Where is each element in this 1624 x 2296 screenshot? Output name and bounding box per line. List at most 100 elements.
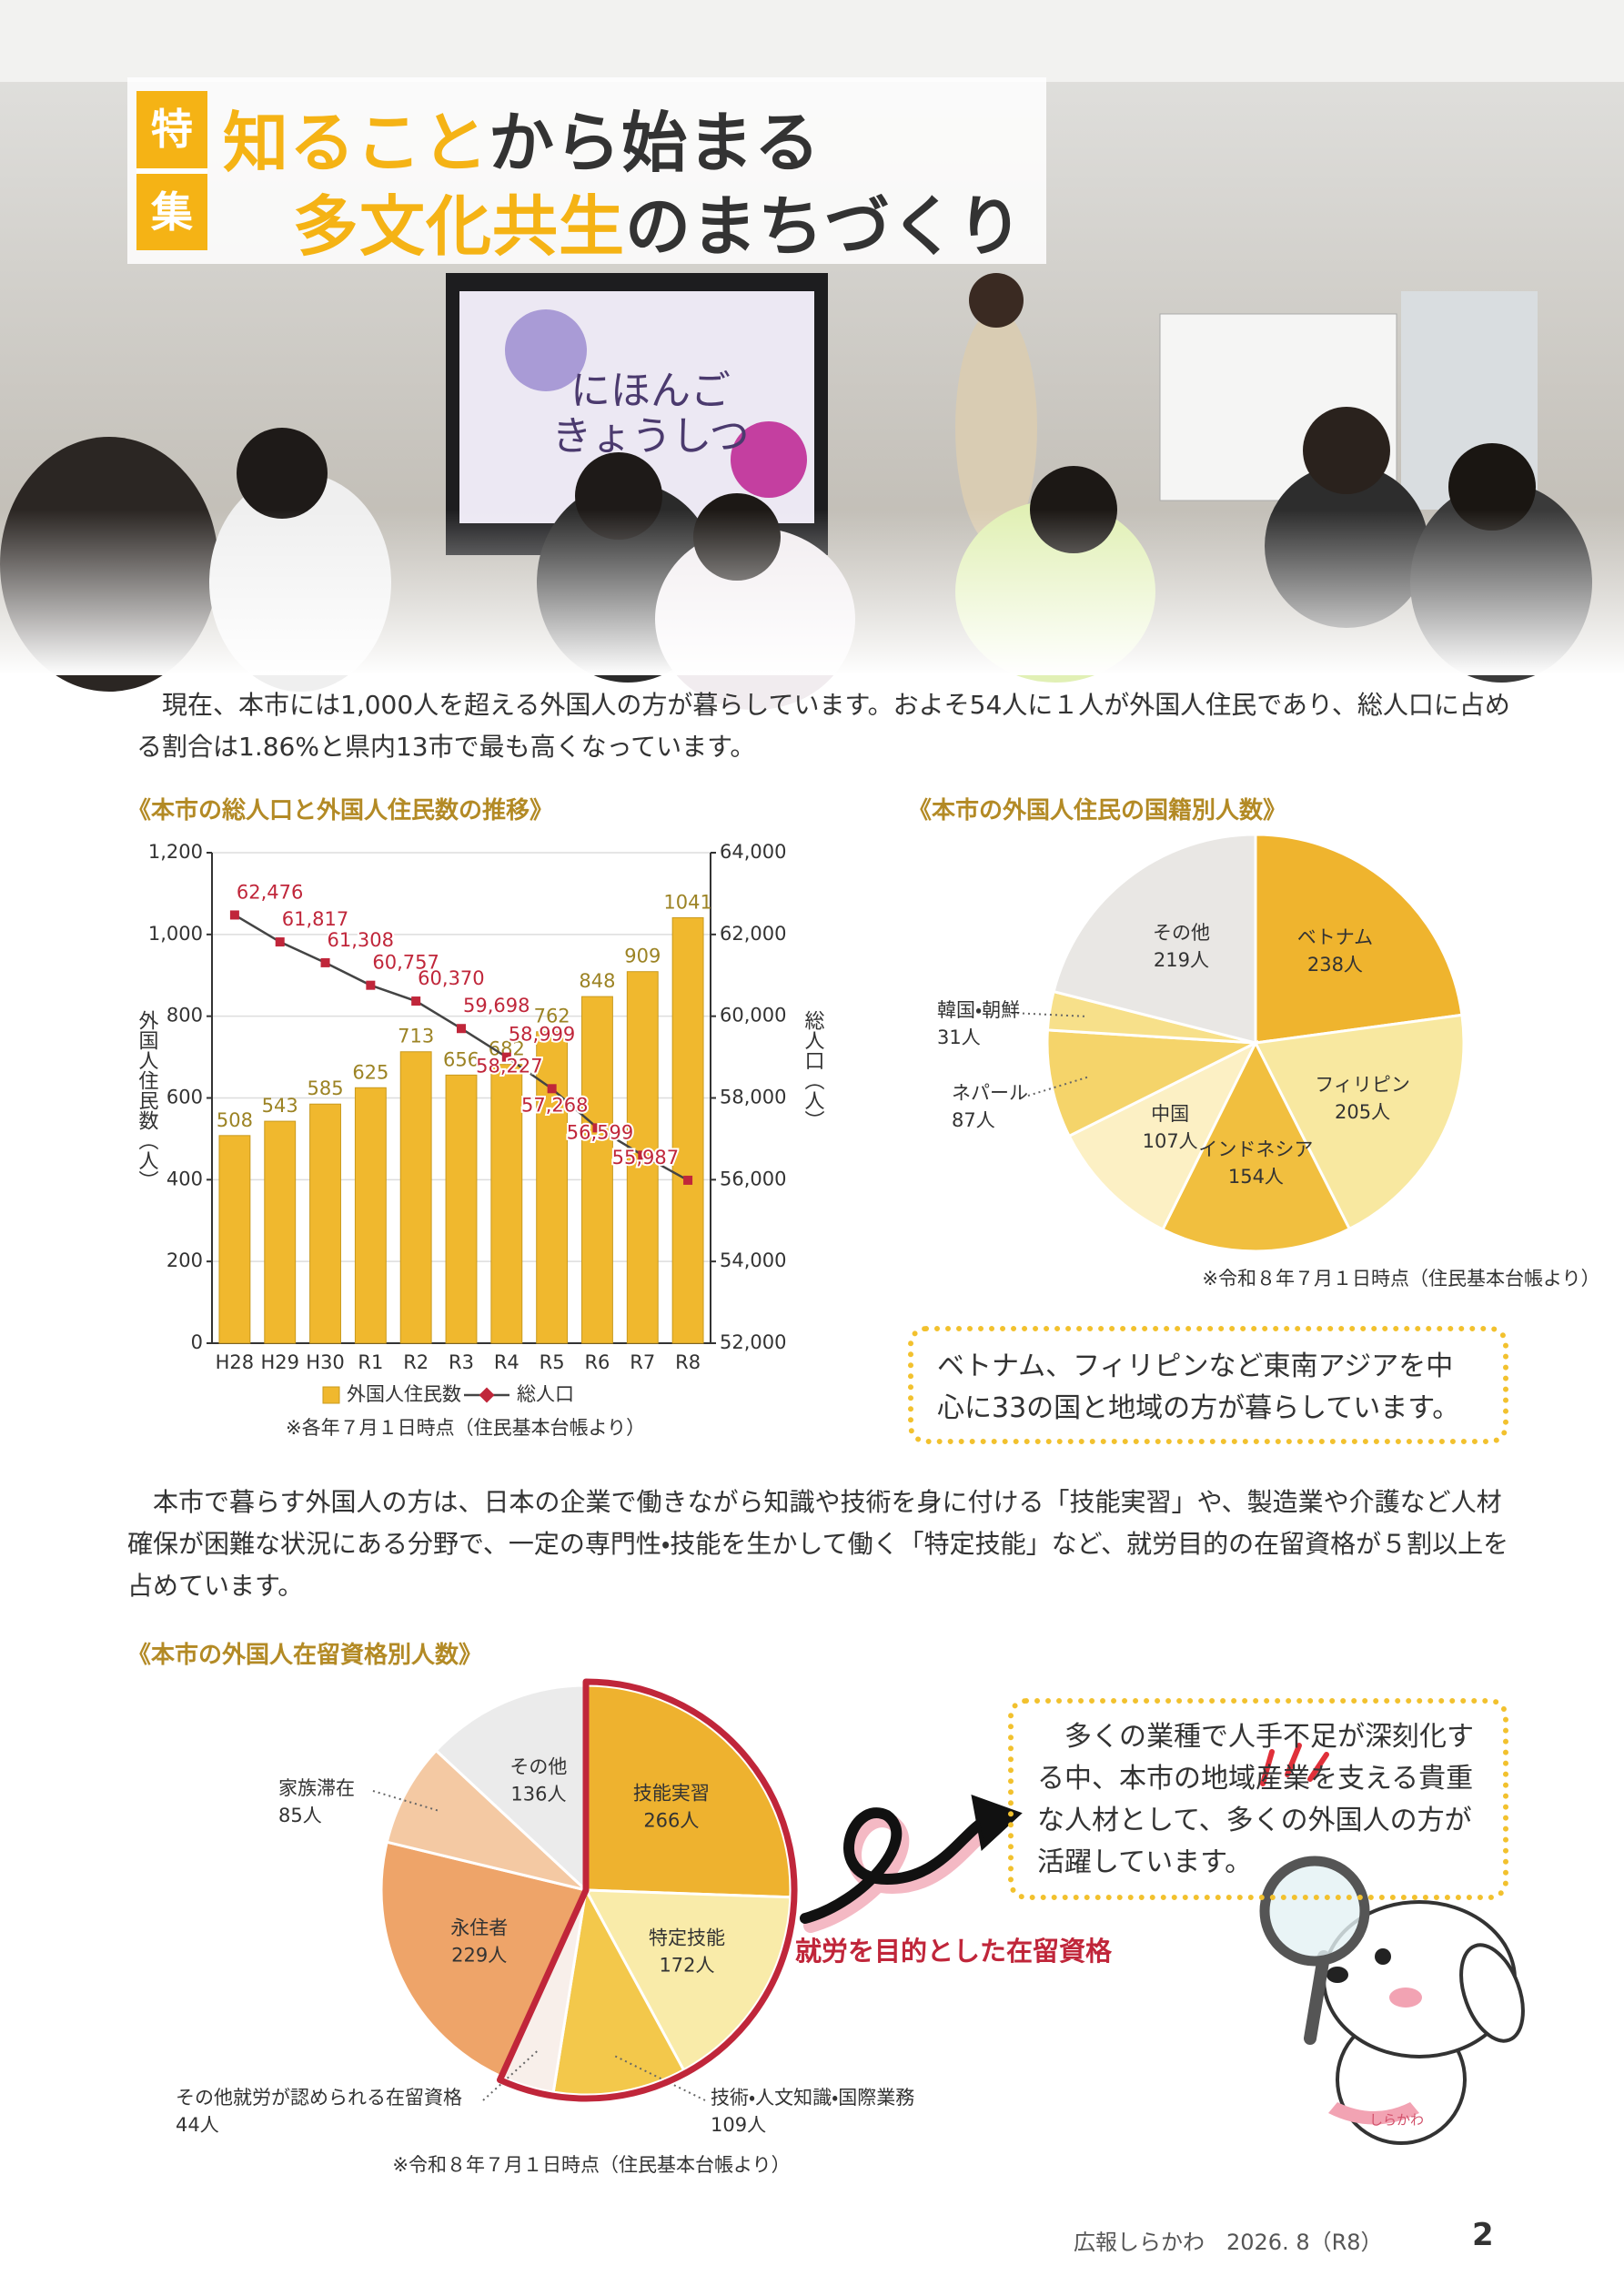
- x-tick-label: R5: [540, 1351, 565, 1373]
- page-number: 2: [1472, 2217, 1494, 2253]
- section-title: 《本市の外国人住民の国籍別人数》: [908, 797, 1287, 824]
- slice-value-label: 109人: [711, 2114, 766, 2136]
- bar: [490, 1064, 523, 1344]
- bar-value-label: 762: [534, 1006, 570, 1027]
- pie-slice: [1067, 1039, 1259, 1232]
- line-marker: [275, 937, 285, 947]
- slice-label: 永住者: [450, 1917, 508, 1938]
- slice-value-label: 87人: [952, 1109, 995, 1131]
- x-tick-label: R7: [630, 1351, 655, 1373]
- chart-note: ※各年７月１日時点（住民基本台帳より）: [286, 1417, 645, 1439]
- slice-value-label: 172人: [659, 1955, 714, 1977]
- slice-label: その他: [1153, 922, 1210, 944]
- bar: [445, 1074, 478, 1344]
- line-value-label: 56,599: [567, 1121, 633, 1143]
- pie-slice: [1254, 833, 1464, 1045]
- y2-tick-label: 54,000: [720, 1249, 786, 1271]
- x-tick-label: R4: [494, 1351, 519, 1373]
- pie-slice: [1160, 1039, 1352, 1253]
- x-tick-label: H30: [306, 1351, 345, 1373]
- line-marker: [411, 996, 421, 1006]
- line-marker: [320, 957, 330, 967]
- slice-label: 韓国・朝鮮: [937, 999, 1020, 1021]
- callout: ベトナム、フィリピンなど東南アジアを中心に33の国と地域の方が暮らしています。: [908, 1326, 1508, 1444]
- legend-label: 外国人住民数: [347, 1383, 461, 1405]
- callout: 多くの業種で人手不足が深刻化する中、本市の地域産業を支える貴重な人材として、多く…: [1008, 1698, 1508, 1900]
- y-tick-label: 400: [166, 1168, 203, 1189]
- line-value-label: 55,987: [612, 1147, 679, 1168]
- x-tick-label: R8: [675, 1351, 701, 1373]
- section-title: 《本市の外国人在留資格別人数》: [127, 1642, 483, 1669]
- bar: [354, 1087, 387, 1344]
- line-marker: [366, 980, 376, 990]
- slice-label: ネパール: [952, 1082, 1028, 1104]
- section-title: 《本市の総人口と外国人住民数の推移》: [127, 797, 554, 824]
- curly-arrow: [800, 1794, 1023, 1933]
- bar: [218, 1135, 251, 1344]
- pie-slice: [583, 1888, 792, 2072]
- intro-paragraph: 現在、本市には1,000人を超える外国人の方が暮らしています。およそ54人に１人…: [136, 690, 1510, 762]
- line-marker: [501, 1052, 511, 1062]
- leader-line: [372, 1790, 439, 1812]
- pie-slice: [584, 1684, 792, 1899]
- slice-label: ベトナム: [1297, 926, 1373, 948]
- line-value-label: 62,476: [237, 881, 303, 903]
- title-text: のまちづくり: [625, 188, 1024, 265]
- pie-slice: [1045, 1028, 1261, 1138]
- leader-line: [1011, 1012, 1087, 1017]
- title-text: から始まる: [489, 105, 822, 181]
- line-marker: [547, 1084, 557, 1094]
- legend-swatch: [322, 1386, 340, 1404]
- badge-char: 集: [151, 187, 193, 237]
- paragraph: 本市で暮らす外国人の方は、日本の企業で働きながら知識や技術を身に付ける「技能実習…: [127, 1487, 1509, 1601]
- slice-label: その他: [509, 1755, 567, 1777]
- slice-value-label: 229人: [451, 1944, 507, 1966]
- line-marker: [457, 1024, 466, 1034]
- title-line: 多文化共生のまちづくり: [293, 173, 1024, 268]
- photo: にほんご きょうしつ: [0, 0, 1624, 710]
- legend-label: 総人口: [517, 1383, 574, 1405]
- pie-slice: [1253, 1013, 1466, 1231]
- bar-value-label: 1041: [663, 891, 711, 913]
- bar: [581, 996, 613, 1344]
- mascot-tag: しらかわ: [1369, 2112, 1424, 2129]
- slice-label: 特定技能: [649, 1927, 725, 1949]
- bar-value-label: 656: [443, 1048, 479, 1070]
- y-tick-label: 0: [191, 1331, 203, 1353]
- feature-badge: 特 集: [136, 91, 207, 250]
- line-value-label: 61,817: [282, 908, 348, 930]
- slice-value-label: 205人: [1335, 1101, 1390, 1123]
- line-value-label: 60,370: [418, 967, 484, 989]
- leader-line: [613, 2054, 706, 2101]
- pie-slice: [379, 1840, 589, 2079]
- line-value-label: 61,308: [328, 929, 394, 951]
- y-tick-label: 800: [166, 1005, 203, 1027]
- bar: [264, 1120, 297, 1344]
- line-marker: [592, 1123, 602, 1133]
- bar: [671, 916, 704, 1344]
- line-marker: [683, 1175, 693, 1185]
- x-tick-label: R3: [449, 1351, 474, 1373]
- bar-value-label: 508: [217, 1109, 253, 1131]
- screen-text: きょうしつ: [551, 413, 749, 460]
- x-tick-label: R6: [584, 1351, 610, 1373]
- title-line: 知ることから始まる: [223, 89, 821, 185]
- annotation: 就労を目的とした在留資格: [795, 1936, 1113, 1967]
- slice-label: フィリピン: [1315, 1074, 1410, 1096]
- line-value-label: 58,227: [476, 1055, 542, 1077]
- y2-tick-label: 60,000: [720, 1005, 786, 1027]
- mascot: しらかわ: [1259, 1743, 1525, 2145]
- slice-value-label: 219人: [1154, 949, 1209, 971]
- x-tick-label: R2: [403, 1351, 429, 1373]
- chart-note: ※令和８年７月１日時点（住民基本台帳より）: [1202, 1268, 1599, 1290]
- slice-value-label: 136人: [510, 1783, 566, 1805]
- bar: [309, 1103, 341, 1344]
- x-tick-label: H29: [260, 1351, 299, 1373]
- y2-tick-label: 58,000: [720, 1087, 786, 1108]
- bar: [399, 1051, 432, 1344]
- pie-slice: [434, 1684, 588, 1894]
- title-accent: 知ること: [223, 105, 489, 181]
- bar-value-label: 713: [398, 1026, 434, 1047]
- slice-label: インドネシア: [1198, 1138, 1313, 1160]
